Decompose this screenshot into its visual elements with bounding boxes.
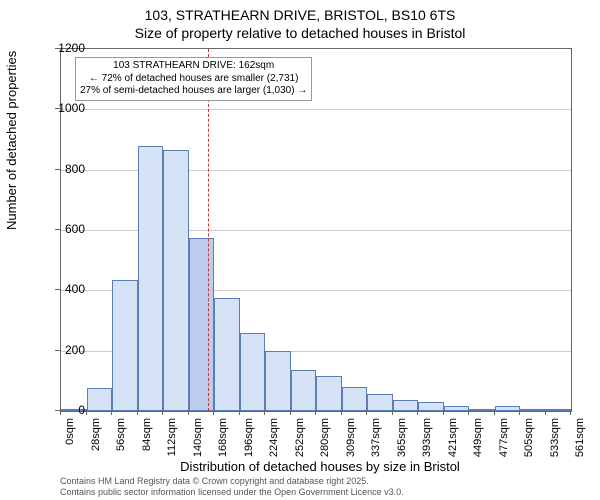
x-tick-label: 421sqm bbox=[447, 418, 459, 462]
x-tick bbox=[366, 410, 367, 415]
y-axis-label: Number of detached properties bbox=[4, 51, 19, 230]
x-tick-label: 533sqm bbox=[549, 418, 561, 462]
x-tick bbox=[188, 410, 189, 415]
x-tick-label: 140sqm bbox=[192, 418, 204, 462]
footer-line2: Contains public sector information licen… bbox=[60, 487, 404, 497]
y-tick-label: 400 bbox=[45, 282, 85, 296]
x-tick-label: 112sqm bbox=[166, 418, 178, 462]
x-tick-label: 505sqm bbox=[523, 418, 535, 462]
grid-line bbox=[61, 109, 571, 110]
histogram-bar bbox=[520, 409, 546, 411]
x-tick-label: 393sqm bbox=[421, 418, 433, 462]
histogram-bar bbox=[87, 388, 113, 411]
y-tick-label: 0 bbox=[45, 403, 85, 417]
x-tick bbox=[443, 410, 444, 415]
chart-footer: Contains HM Land Registry data © Crown c… bbox=[60, 476, 404, 498]
histogram-bar bbox=[291, 370, 317, 411]
histogram-bar bbox=[546, 409, 572, 411]
histogram-bar bbox=[418, 402, 444, 411]
y-tick-label: 1000 bbox=[45, 101, 85, 115]
y-tick-label: 800 bbox=[45, 162, 85, 176]
histogram-bar bbox=[393, 400, 419, 411]
histogram-bar bbox=[316, 376, 342, 411]
x-tick bbox=[392, 410, 393, 415]
x-tick bbox=[570, 410, 571, 415]
histogram-bar bbox=[214, 298, 240, 411]
annotation-box: 103 STRATHEARN DRIVE: 162sqm← 72% of det… bbox=[75, 57, 312, 101]
x-tick bbox=[264, 410, 265, 415]
footer-line1: Contains HM Land Registry data © Crown c… bbox=[60, 476, 369, 486]
x-tick bbox=[545, 410, 546, 415]
histogram-bar bbox=[163, 150, 189, 411]
x-tick bbox=[468, 410, 469, 415]
x-tick-label: 84sqm bbox=[141, 418, 153, 462]
x-tick-label: 56sqm bbox=[115, 418, 127, 462]
x-tick bbox=[162, 410, 163, 415]
x-tick-label: 365sqm bbox=[396, 418, 408, 462]
x-tick bbox=[341, 410, 342, 415]
x-tick bbox=[290, 410, 291, 415]
chart-container: 103, STRATHEARN DRIVE, BRISTOL, BS10 6TS… bbox=[0, 0, 600, 500]
title-line2: Size of property relative to detached ho… bbox=[135, 25, 466, 41]
histogram-bar bbox=[495, 406, 521, 411]
x-tick-label: 196sqm bbox=[243, 418, 255, 462]
x-tick-label: 449sqm bbox=[472, 418, 484, 462]
x-tick-label: 224sqm bbox=[268, 418, 280, 462]
x-tick bbox=[86, 410, 87, 415]
y-tick-label: 1200 bbox=[45, 41, 85, 55]
x-axis-label: Distribution of detached houses by size … bbox=[20, 459, 600, 474]
title-line1: 103, STRATHEARN DRIVE, BRISTOL, BS10 6TS bbox=[145, 7, 456, 23]
x-tick-label: 309sqm bbox=[345, 418, 357, 462]
x-tick bbox=[239, 410, 240, 415]
x-tick bbox=[111, 410, 112, 415]
y-tick-label: 600 bbox=[45, 222, 85, 236]
histogram-bar bbox=[138, 146, 164, 411]
annotation-line: 27% of semi-detached houses are larger (… bbox=[80, 85, 307, 98]
x-tick-label: 252sqm bbox=[294, 418, 306, 462]
x-tick-label: 477sqm bbox=[498, 418, 510, 462]
histogram-bar bbox=[112, 280, 138, 411]
x-tick-label: 0sqm bbox=[64, 418, 76, 462]
x-tick bbox=[519, 410, 520, 415]
x-tick bbox=[315, 410, 316, 415]
x-tick-label: 561sqm bbox=[574, 418, 586, 462]
annotation-line: ← 72% of detached houses are smaller (2,… bbox=[80, 73, 307, 86]
histogram-bar bbox=[469, 409, 495, 411]
x-tick bbox=[137, 410, 138, 415]
histogram-bar bbox=[265, 351, 291, 411]
x-tick-label: 28sqm bbox=[90, 418, 102, 462]
annotation-line: 103 STRATHEARN DRIVE: 162sqm bbox=[80, 60, 307, 73]
y-tick-label: 200 bbox=[45, 343, 85, 357]
histogram-bar bbox=[342, 387, 368, 411]
x-tick-label: 168sqm bbox=[217, 418, 229, 462]
plot-area: 103 STRATHEARN DRIVE: 162sqm← 72% of det… bbox=[60, 48, 572, 412]
histogram-bar bbox=[444, 406, 470, 411]
x-tick bbox=[213, 410, 214, 415]
histogram-bar bbox=[367, 394, 393, 411]
x-tick bbox=[60, 410, 61, 415]
property-marker-line bbox=[208, 49, 210, 411]
histogram-bar bbox=[240, 333, 266, 411]
x-tick bbox=[417, 410, 418, 415]
x-tick bbox=[494, 410, 495, 415]
x-tick-label: 280sqm bbox=[319, 418, 331, 462]
chart-title: 103, STRATHEARN DRIVE, BRISTOL, BS10 6TS… bbox=[0, 0, 600, 42]
x-tick-label: 337sqm bbox=[370, 418, 382, 462]
